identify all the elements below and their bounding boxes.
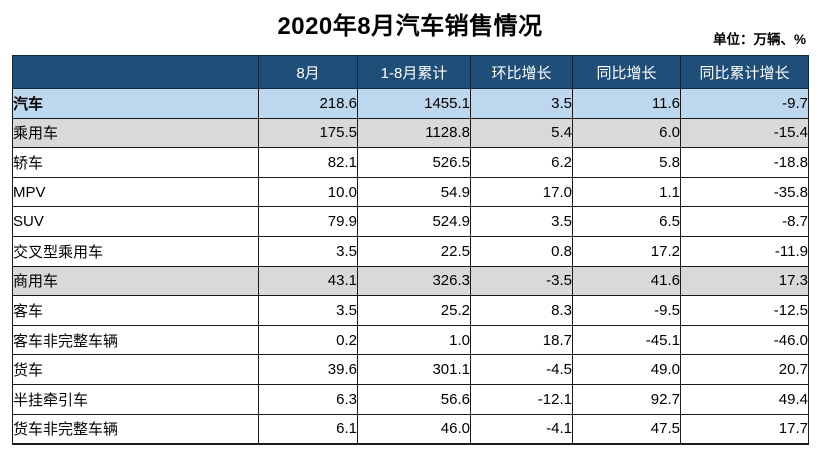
cell-value: 3.5 xyxy=(470,206,573,237)
cell-value: 526.5 xyxy=(357,147,471,178)
cell-value: 6.1 xyxy=(258,413,358,445)
cell-value: 47.5 xyxy=(572,413,681,445)
row-label: 客车 xyxy=(12,295,259,326)
table-row: 半挂牵引车 6.3 56.6 -12.1 92.7 49.4 xyxy=(12,383,809,415)
cell-value: 49.4 xyxy=(680,383,809,415)
cell-value: 0.8 xyxy=(470,235,573,267)
cell-value: -12.1 xyxy=(470,383,573,415)
table-row: SUV 79.9 524.9 3.5 6.5 -8.7 xyxy=(12,206,809,237)
cell-value: -15.4 xyxy=(680,117,809,149)
auto-sales-table: 8月 1-8月累计 环比增长 同比增长 同比累计增长 汽车 218.6 1455.1… xyxy=(12,55,809,445)
page-title: 2020年8月汽车销售情况 xyxy=(277,13,543,40)
cell-value: 8.3 xyxy=(470,295,573,326)
row-label: 货车非完整车辆 xyxy=(12,413,259,445)
cell-value: -12.5 xyxy=(680,295,809,326)
cell-value: 1.1 xyxy=(572,176,681,208)
cell-value: 56.6 xyxy=(357,383,471,415)
cell-value: 6.0 xyxy=(572,117,681,149)
cell-value: 326.3 xyxy=(357,265,471,297)
cell-value: 3.5 xyxy=(258,295,358,326)
cell-value: 41.6 xyxy=(572,265,681,297)
row-label: 商用车 xyxy=(12,265,259,297)
cell-value: 20.7 xyxy=(680,354,809,385)
cell-value: 39.6 xyxy=(258,354,358,385)
cell-value: -9.5 xyxy=(572,295,681,326)
row-label: 轿车 xyxy=(12,147,259,178)
table-header-row: 8月 1-8月累计 环比增长 同比增长 同比累计增长 xyxy=(12,55,809,89)
cell-value: 92.7 xyxy=(572,383,681,415)
cell-value: 43.1 xyxy=(258,265,358,297)
header-month: 8月 xyxy=(258,55,358,89)
cell-value: 18.7 xyxy=(470,324,573,356)
cell-value: 17.2 xyxy=(572,235,681,267)
table-row: MPV 10.0 54.9 17.0 1.1 -35.8 xyxy=(12,176,809,208)
cell-value: -18.8 xyxy=(680,147,809,178)
cell-value: 5.4 xyxy=(470,117,573,149)
table-row: 客车 3.5 25.2 8.3 -9.5 -12.5 xyxy=(12,295,809,326)
cell-value: 1455.1 xyxy=(357,88,471,119)
table-row: 商用车 43.1 326.3 -3.5 41.6 17.3 xyxy=(12,265,809,297)
row-label: 汽车 xyxy=(12,88,259,119)
cell-value: 524.9 xyxy=(357,206,471,237)
cell-value: -4.5 xyxy=(470,354,573,385)
cell-value: 54.9 xyxy=(357,176,471,208)
header-mom-growth: 环比增长 xyxy=(470,55,573,89)
table-row: 轿车 82.1 526.5 6.2 5.8 -18.8 xyxy=(12,147,809,178)
cell-value: 82.1 xyxy=(258,147,358,178)
cell-value: 6.5 xyxy=(572,206,681,237)
table-row: 客车非完整车辆 0.2 1.0 18.7 -45.1 -46.0 xyxy=(12,324,809,356)
header-yoy-growth: 同比增长 xyxy=(572,55,681,89)
cell-value: 0.2 xyxy=(258,324,358,356)
row-label: SUV xyxy=(12,206,259,237)
header-category xyxy=(12,55,259,89)
cell-value: 3.5 xyxy=(258,235,358,267)
row-label: 货车 xyxy=(12,354,259,385)
cell-value: -11.9 xyxy=(680,235,809,267)
cell-value: 11.6 xyxy=(572,88,681,119)
cell-value: -8.7 xyxy=(680,206,809,237)
cell-value: -46.0 xyxy=(680,324,809,356)
table-row: 货车非完整车辆 6.1 46.0 -4.1 47.5 17.7 xyxy=(12,413,809,445)
cell-value: 10.0 xyxy=(258,176,358,208)
row-label: MPV xyxy=(12,176,259,208)
cell-value: 17.3 xyxy=(680,265,809,297)
cell-value: 49.0 xyxy=(572,354,681,385)
cell-value: 6.2 xyxy=(470,147,573,178)
row-label: 半挂牵引车 xyxy=(12,383,259,415)
cell-value: -3.5 xyxy=(470,265,573,297)
cell-value: 301.1 xyxy=(357,354,471,385)
cell-value: 1128.8 xyxy=(357,117,471,149)
cell-value: 218.6 xyxy=(258,88,358,119)
row-label: 客车非完整车辆 xyxy=(12,324,259,356)
unit-label: 单位：万辆、% xyxy=(712,32,806,47)
cell-value: 17.0 xyxy=(470,176,573,208)
cell-value: 17.7 xyxy=(680,413,809,445)
cell-value: -35.8 xyxy=(680,176,809,208)
cell-value: 25.2 xyxy=(357,295,471,326)
cell-value: 3.5 xyxy=(470,88,573,119)
table-row: 乘用车 175.5 1128.8 5.4 6.0 -15.4 xyxy=(12,117,809,149)
table-row: 货车 39.6 301.1 -4.5 49.0 20.7 xyxy=(12,354,809,385)
cell-value: 5.8 xyxy=(572,147,681,178)
row-label: 交叉型乘用车 xyxy=(12,235,259,267)
cell-value: 1.0 xyxy=(357,324,471,356)
table-row: 汽车 218.6 1455.1 3.5 11.6 -9.7 xyxy=(12,88,809,119)
header-yoy-cumulative-growth: 同比累计增长 xyxy=(680,55,809,89)
cell-value: 175.5 xyxy=(258,117,358,149)
cell-value: -45.1 xyxy=(572,324,681,356)
cell-value: -9.7 xyxy=(680,88,809,119)
table-row: 交叉型乘用车 3.5 22.5 0.8 17.2 -11.9 xyxy=(12,235,809,267)
header-cumulative: 1-8月累计 xyxy=(357,55,471,89)
cell-value: 22.5 xyxy=(357,235,471,267)
cell-value: 79.9 xyxy=(258,206,358,237)
cell-value: 46.0 xyxy=(357,413,471,445)
cell-value: -4.1 xyxy=(470,413,573,445)
row-label: 乘用车 xyxy=(12,117,259,149)
cell-value: 6.3 xyxy=(258,383,358,415)
